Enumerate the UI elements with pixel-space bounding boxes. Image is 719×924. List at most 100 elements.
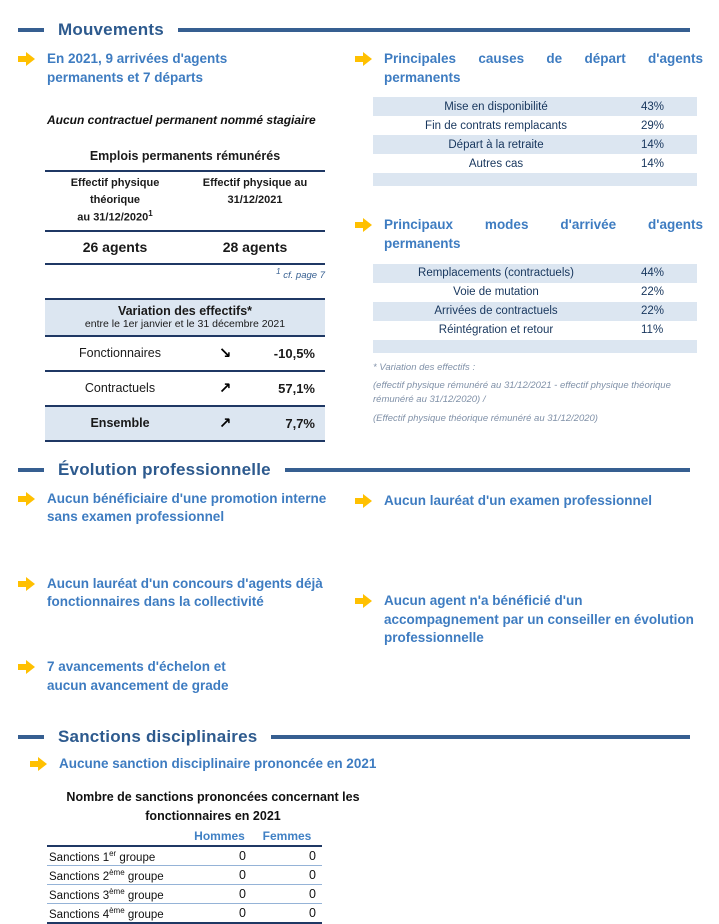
- hommes-value: 0: [239, 887, 246, 902]
- table-row: Remplacements (contractuels) 44%: [373, 263, 697, 283]
- statement-line: Aucun bénéficiaire d'une promotion inter…: [47, 490, 327, 506]
- report-page: Mouvements En 2021, 9 arrivées d'agents …: [18, 20, 703, 924]
- emplois-table: Effectif physique théorique au 31/12/202…: [45, 170, 325, 266]
- row-label: Sanctions 2ème groupe: [49, 868, 164, 883]
- femmes-value: 0: [309, 849, 316, 864]
- table-row: Sanctions 2ème groupe 0 0: [47, 866, 322, 886]
- emplois-table-title: Emplois permanents rémunérés: [89, 149, 281, 164]
- evolution-item: Aucun lauréat d'un examen professionnel: [355, 492, 701, 511]
- row-value: 11%: [641, 324, 664, 336]
- header-dash-rule: [18, 28, 44, 32]
- row-value: -10,5%: [273, 345, 315, 361]
- evolution-item: Aucun lauréat d'un concours d'agents déj…: [18, 575, 330, 612]
- row-label: Contractuels: [84, 381, 156, 396]
- row-value: 7,7%: [285, 415, 315, 431]
- variation-subtitle: entre le 1er janvier et le 31 décembre 2…: [84, 317, 286, 330]
- stagiaire-note: Aucun contractuel permanent nommé stagia…: [47, 113, 316, 128]
- row-label: Fonctionnaires: [79, 346, 161, 361]
- arrival-modes-table: Remplacements (contractuels) 44% Voie de…: [373, 263, 697, 353]
- footnote-marker: 1: [148, 209, 153, 219]
- arrow-bullet-icon: [30, 757, 47, 772]
- variation-table: Variation des effectifs* entre le 1er ja…: [45, 297, 325, 442]
- row-label: Ensemble: [90, 416, 150, 431]
- statement-line: accompagnement par un conseiller en évol…: [384, 611, 694, 627]
- title-line: Nombre de sanctions prononcées concernan…: [66, 789, 360, 804]
- emplois-table-values: 26 agents 28 agents: [45, 232, 325, 263]
- departures-table: Mise en disponibilité 43% Fin de contrat…: [373, 97, 697, 187]
- hommes-column-header: Hommes: [194, 829, 245, 844]
- arrow-bullet-icon: [355, 594, 372, 609]
- statement-line: Aucune sanction disciplinaire prononcée …: [59, 756, 377, 772]
- emplois-value-2021: 28 agents: [222, 239, 288, 256]
- departures-title: Principales causes de départ d'agents pe…: [355, 50, 703, 87]
- header-line: Effectif physique au: [202, 177, 308, 190]
- table-row: Voie de mutation 22%: [373, 283, 697, 302]
- section-header-evolution: Évolution professionnelle: [18, 460, 690, 480]
- arrow-bullet-icon: [355, 493, 372, 508]
- arrow-bullet-icon: [355, 218, 372, 233]
- mouvements-left-column: En 2021, 9 arrivées d'agents permanents …: [18, 40, 330, 442]
- footnote-marker: 1: [276, 267, 281, 277]
- sanctions-table: Hommes Femmes Sanctions 1er groupe 0 0 S…: [47, 829, 322, 924]
- table-row: Réintégration et retour 11%: [373, 321, 697, 340]
- variation-title: Variation des effectifs*: [117, 303, 253, 318]
- evolution-columns: Aucun bénéficiaire d'une promotion inter…: [18, 480, 701, 696]
- table-row: Sanctions 4ème groupe 0 0: [47, 904, 322, 924]
- header-dash-rule: [18, 467, 44, 472]
- femmes-value: 0: [309, 906, 316, 921]
- arrow-bullet-icon: [18, 660, 35, 675]
- table-row: Ensemble ↗ 7,7%: [45, 406, 325, 440]
- header-line: au 31/12/2020: [77, 211, 149, 224]
- mouvements-columns: En 2021, 9 arrivées d'agents permanents …: [18, 40, 703, 442]
- footnote-line: (Effectif physique théorique rémunéré au…: [373, 412, 598, 424]
- hommes-value: 0: [239, 906, 246, 921]
- footnote-line: * Variation des effectifs :: [373, 361, 476, 373]
- evolution-item-text: Aucun bénéficiaire d'une promotion inter…: [47, 490, 326, 527]
- section-title-mouvements: Mouvements: [58, 20, 164, 39]
- arrow-bullet-icon: [355, 52, 372, 66]
- arrivals-statement-text: En 2021, 9 arrivées d'agents permanents …: [47, 50, 227, 87]
- trend-up-arrow-icon: ↗: [218, 413, 232, 432]
- row-label: Sanctions 3ème groupe: [49, 887, 164, 902]
- header-line: Effectif physique théorique: [70, 177, 160, 206]
- row-label: Réintégration et retour: [438, 324, 554, 336]
- header-rule: [284, 467, 690, 472]
- statement-line: Principaux modes d'arrivée d'agents: [384, 217, 703, 233]
- footnote-text: cf. page 7: [280, 270, 325, 282]
- row-label: Arrivées de contractuels: [434, 305, 558, 317]
- arrival-modes-title-text: Principaux modes d'arrivée d'agents perm…: [384, 216, 703, 253]
- arrow-bullet-icon: [18, 491, 35, 506]
- footnote-line: (effectif physique rémunéré au 31/12/202…: [373, 380, 671, 406]
- table-spacer-row: [373, 339, 697, 353]
- table-row: Mise en disponibilité 43%: [373, 97, 697, 117]
- evolution-item-text: Aucun agent n'a bénéficié d'un accompagn…: [384, 592, 694, 648]
- table-row: Départ à la retraite 14%: [373, 135, 697, 155]
- emplois-col1-header: Effectif physique théorique au 31/12/202…: [45, 172, 185, 230]
- evolution-item-text: 7 avancements d'échelon et aucun avancem…: [47, 658, 229, 695]
- table-row: Fonctionnaires ↘ -10,5%: [45, 337, 325, 372]
- statement-line: Aucun agent n'a bénéficié d'un: [384, 593, 583, 609]
- emplois-value-2020: 26 agents: [82, 239, 148, 256]
- evolution-item-text: Aucun lauréat d'un examen professionnel: [384, 492, 652, 511]
- table-row: Sanctions 1er groupe 0 0: [47, 847, 322, 867]
- variation-table-header: Variation des effectifs* entre le 1er ja…: [45, 299, 325, 337]
- femmes-column-header: Femmes: [262, 829, 312, 844]
- statement-line: permanents et 7 départs: [47, 69, 204, 85]
- row-label: Sanctions 4ème groupe: [49, 906, 164, 921]
- row-label: Fin de contrats remplacants: [425, 119, 567, 132]
- row-value: 14%: [641, 138, 665, 151]
- evolution-item: Aucun bénéficiaire d'une promotion inter…: [18, 490, 330, 527]
- section-title-evolution: Évolution professionnelle: [58, 459, 271, 479]
- header-line: 31/12/2021: [227, 193, 283, 206]
- evolution-left-column: Aucun bénéficiaire d'une promotion inter…: [18, 480, 330, 696]
- sanctions-table-header: Hommes Femmes: [47, 829, 322, 848]
- statement-line: Aucun lauréat d'un concours d'agents déj…: [47, 575, 323, 591]
- table-row: Sanctions 3ème groupe 0 0: [47, 885, 322, 905]
- row-label: Autres cas: [468, 157, 524, 170]
- table-row: Arrivées de contractuels 22%: [373, 301, 697, 321]
- arrival-modes-title: Principaux modes d'arrivée d'agents perm…: [355, 216, 703, 253]
- statement-line: 7 avancements d'échelon et: [47, 659, 226, 675]
- emplois-table-header: Effectif physique théorique au 31/12/202…: [45, 172, 325, 233]
- row-label: Voie de mutation: [453, 286, 539, 298]
- row-label: Mise en disponibilité: [444, 100, 548, 113]
